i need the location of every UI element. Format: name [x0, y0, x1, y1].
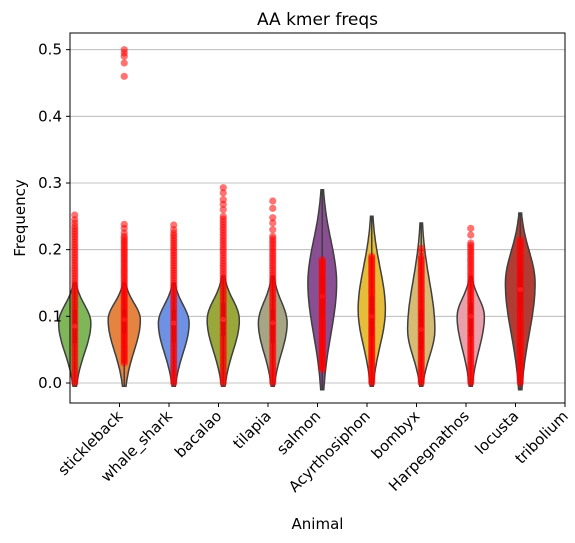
data-point [417, 244, 425, 252]
y-tick-label: 0.3 [38, 174, 62, 192]
data-point [516, 236, 524, 244]
y-tick-label: 0.2 [38, 241, 62, 259]
data-point [269, 219, 277, 227]
data-point [467, 239, 475, 247]
data-point [467, 224, 475, 232]
x-axis-label: Animal [292, 515, 344, 533]
data-point [467, 231, 475, 239]
strip-points [71, 46, 524, 387]
data-point [269, 204, 277, 212]
y-axis-ticks: 0.0 0.1 0.2 0.3 0.4 0.5 [38, 41, 70, 392]
chart-title: AA kmer freqs [257, 10, 378, 30]
data-point [120, 46, 128, 54]
y-tick-label: 0.1 [38, 307, 62, 325]
data-point [71, 211, 79, 219]
data-point [219, 189, 227, 197]
y-tick-label: 0.0 [38, 374, 62, 392]
data-point [269, 214, 277, 222]
y-tick-label: 0.4 [38, 107, 62, 125]
data-point [368, 252, 376, 260]
data-point [269, 232, 277, 240]
data-point [269, 197, 277, 205]
data-point [120, 72, 128, 80]
data-point [269, 226, 277, 234]
data-point [120, 59, 128, 67]
data-point [170, 221, 178, 229]
data-point [219, 184, 227, 192]
data-point [318, 256, 326, 264]
data-point [219, 206, 227, 214]
data-point [219, 212, 227, 220]
y-tick-label: 0.5 [38, 41, 62, 59]
data-point [120, 220, 128, 228]
y-axis-label: Frequency [11, 179, 29, 257]
data-point [219, 196, 227, 204]
